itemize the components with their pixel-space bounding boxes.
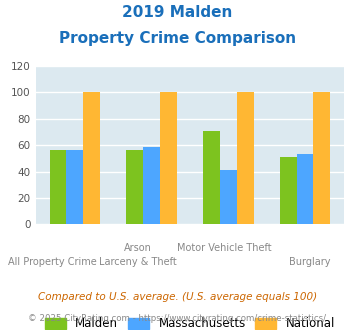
Bar bbox=[237, 92, 253, 224]
Bar bbox=[203, 131, 220, 224]
Bar bbox=[313, 92, 330, 224]
Text: Motor Vehicle Theft: Motor Vehicle Theft bbox=[177, 243, 271, 252]
Legend: Malden, Massachusetts, National: Malden, Massachusetts, National bbox=[40, 313, 340, 330]
Text: 2019 Malden: 2019 Malden bbox=[122, 5, 233, 20]
Bar bbox=[83, 92, 100, 224]
Bar bbox=[126, 150, 143, 224]
Bar bbox=[296, 154, 313, 224]
Bar bbox=[160, 92, 177, 224]
Bar bbox=[143, 147, 160, 224]
Text: Larceny & Theft: Larceny & Theft bbox=[99, 257, 177, 267]
Text: All Property Crime: All Property Crime bbox=[8, 257, 97, 267]
Bar bbox=[66, 150, 83, 224]
Bar bbox=[280, 157, 296, 224]
Text: Arson: Arson bbox=[124, 243, 152, 252]
Text: Burglary: Burglary bbox=[289, 257, 331, 267]
Text: © 2025 CityRating.com - https://www.cityrating.com/crime-statistics/: © 2025 CityRating.com - https://www.city… bbox=[28, 314, 327, 323]
Text: Property Crime Comparison: Property Crime Comparison bbox=[59, 31, 296, 46]
Text: Compared to U.S. average. (U.S. average equals 100): Compared to U.S. average. (U.S. average … bbox=[38, 292, 317, 302]
Bar bbox=[50, 150, 66, 224]
Bar bbox=[220, 170, 237, 224]
